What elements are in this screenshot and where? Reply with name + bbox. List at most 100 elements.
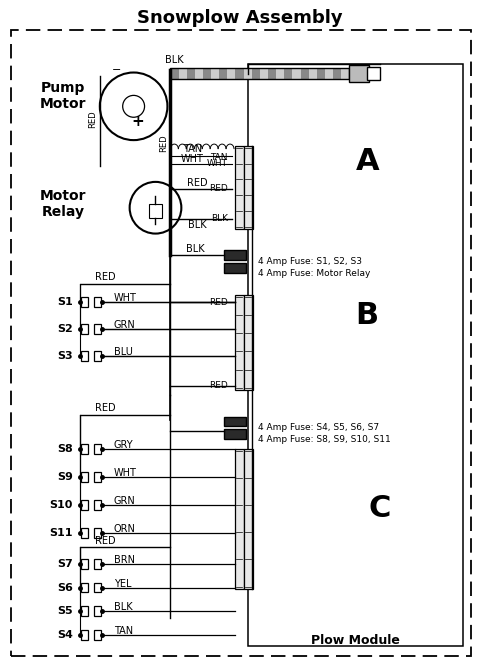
Bar (81, 582, 88, 592)
Bar (81, 351, 88, 361)
Bar (94, 297, 101, 307)
Text: YEL: YEL (113, 578, 131, 588)
Bar (186, 67, 194, 79)
Text: S6: S6 (57, 582, 73, 592)
Text: S5: S5 (57, 606, 73, 616)
Text: C: C (367, 494, 390, 524)
Bar (94, 444, 101, 454)
Text: Motor
Relay: Motor Relay (40, 189, 86, 219)
Bar (170, 67, 348, 79)
Bar (94, 500, 101, 510)
Text: RED: RED (88, 111, 97, 128)
Bar (340, 67, 348, 79)
Text: S9: S9 (57, 472, 73, 482)
Text: S8: S8 (57, 444, 73, 454)
Bar (235, 450, 243, 588)
Bar (81, 444, 88, 454)
Bar (243, 295, 252, 390)
Text: WHT: WHT (180, 154, 204, 164)
Bar (251, 67, 259, 79)
Bar (324, 67, 333, 79)
Text: TAN: TAN (210, 153, 228, 161)
Text: 4 Amp Fuse: S8, S9, S10, S11: 4 Amp Fuse: S8, S9, S10, S11 (257, 435, 390, 444)
Bar (243, 67, 251, 79)
Bar (235, 67, 243, 79)
Bar (243, 146, 252, 229)
Bar (211, 67, 219, 79)
Bar (81, 500, 88, 510)
Bar (316, 67, 324, 79)
Text: S1: S1 (57, 297, 73, 307)
Text: BLK: BLK (211, 214, 228, 223)
Text: RED: RED (95, 403, 116, 413)
Bar (203, 67, 211, 79)
Bar (94, 630, 101, 640)
Bar (81, 528, 88, 538)
Bar (148, 203, 162, 217)
Bar (81, 606, 88, 616)
Bar (94, 559, 101, 569)
Bar (276, 67, 284, 79)
Text: RED: RED (209, 382, 228, 390)
Bar (243, 450, 252, 588)
Bar (235, 295, 243, 390)
Bar (308, 67, 316, 79)
Text: ORN: ORN (113, 524, 135, 534)
Bar (219, 67, 227, 79)
Text: −: − (112, 65, 121, 75)
Bar (300, 67, 308, 79)
Bar (94, 472, 101, 482)
Bar (81, 297, 88, 307)
Bar (367, 67, 379, 81)
Text: S2: S2 (57, 324, 73, 334)
Bar (94, 528, 101, 538)
Text: S4: S4 (57, 630, 73, 640)
Text: BLK: BLK (165, 55, 183, 65)
Bar (81, 472, 88, 482)
Text: RED: RED (95, 272, 116, 282)
Bar (94, 606, 101, 616)
Bar (94, 324, 101, 334)
Text: S7: S7 (57, 559, 73, 569)
Text: S11: S11 (49, 528, 73, 538)
Bar (178, 67, 186, 79)
Text: GRN: GRN (113, 496, 135, 506)
Bar (224, 430, 245, 440)
Text: B: B (355, 301, 378, 329)
Bar (333, 67, 340, 79)
Text: RED: RED (209, 184, 228, 193)
Text: RED: RED (209, 297, 228, 307)
Text: 4 Amp Fuse: S4, S5, S6, S7: 4 Amp Fuse: S4, S5, S6, S7 (257, 423, 378, 432)
Text: +: + (131, 114, 144, 129)
Bar (227, 67, 235, 79)
Text: RED: RED (187, 178, 207, 188)
Text: TAN: TAN (182, 144, 202, 154)
Circle shape (122, 95, 144, 117)
Text: TAN: TAN (113, 626, 132, 636)
Text: S10: S10 (49, 500, 73, 510)
Text: 4 Amp Fuse: S1, S2, S3: 4 Amp Fuse: S1, S2, S3 (257, 257, 361, 266)
Bar (248, 63, 462, 646)
Text: BLK: BLK (188, 219, 206, 229)
Text: Plow Module: Plow Module (310, 634, 399, 647)
Text: BLK: BLK (113, 602, 132, 612)
Text: WHT: WHT (207, 159, 228, 169)
Bar (81, 559, 88, 569)
Text: GRY: GRY (113, 440, 133, 450)
Bar (235, 146, 243, 229)
Text: BRN: BRN (113, 555, 134, 565)
Bar (224, 416, 245, 426)
Bar (94, 351, 101, 361)
Bar (259, 67, 267, 79)
Text: S3: S3 (57, 351, 73, 361)
Bar (284, 67, 292, 79)
Bar (224, 263, 245, 273)
Text: RED: RED (158, 134, 168, 152)
Bar (81, 324, 88, 334)
Text: RED: RED (95, 536, 116, 546)
Bar (81, 630, 88, 640)
Bar (170, 67, 178, 79)
Text: GRN: GRN (113, 320, 135, 330)
Text: BLK: BLK (186, 245, 204, 255)
Bar (194, 67, 203, 79)
